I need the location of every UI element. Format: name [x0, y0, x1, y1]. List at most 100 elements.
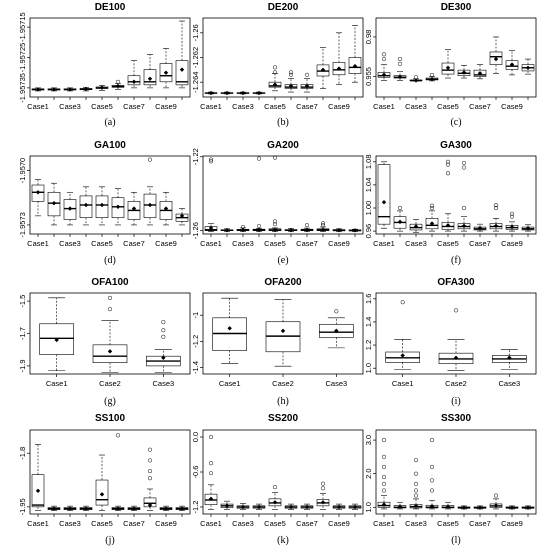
- box-3: [409, 75, 423, 83]
- outlier-point: [461, 160, 467, 165]
- mean-point: [224, 503, 230, 509]
- mean-point: [352, 504, 358, 510]
- y-tick-label: -1.95715: [18, 12, 27, 42]
- outlier-point: [208, 159, 214, 164]
- outlier-point: [304, 223, 310, 228]
- mean-point: [147, 76, 153, 81]
- box-5: [268, 155, 282, 232]
- x-tick-label: Case3: [325, 379, 347, 388]
- outlier-point: [381, 454, 387, 459]
- y-tick-label: 1.0: [364, 363, 373, 373]
- box-7: [300, 503, 314, 510]
- box-7: [127, 60, 141, 89]
- outlier-point: [445, 159, 451, 164]
- mean-point: [525, 65, 531, 70]
- x-tick-label: Case1: [200, 102, 222, 111]
- outlier-point: [147, 458, 153, 463]
- mean-point: [224, 90, 230, 96]
- box-1: [31, 443, 45, 511]
- mean-point: [179, 213, 185, 219]
- box-3: [409, 458, 423, 510]
- x-tick-label: Case3: [405, 239, 427, 248]
- mean-point: [67, 206, 73, 211]
- x-tick-label: Case5: [264, 102, 286, 111]
- mean-point: [67, 506, 73, 511]
- y-tick-label: -1.9: [18, 359, 27, 372]
- outlier-point: [453, 308, 459, 313]
- x-tick-label: Case2: [272, 379, 294, 388]
- box-2: [47, 182, 61, 226]
- box-10: [348, 25, 362, 83]
- chart-panel-6: GA300 0.96 1.00 1.04 1.08 Case1 Case3 Case5 Case…: [364, 140, 537, 266]
- mean-point: [227, 326, 232, 331]
- x-tick-label: Case9: [328, 239, 350, 248]
- x-tick-label: Case1: [373, 519, 395, 528]
- outlier-point: [445, 171, 451, 176]
- mean-point: [509, 505, 515, 510]
- panel-title: SS300: [441, 413, 471, 424]
- mean-point: [240, 227, 246, 233]
- mean-point: [477, 71, 483, 76]
- plot-frame: [375, 17, 537, 98]
- box-10: [521, 224, 535, 232]
- mean-point: [477, 226, 483, 231]
- x-tick-label: Case7: [469, 519, 491, 528]
- y-tick-label: 1.0: [364, 502, 373, 512]
- mean-point: [461, 505, 467, 510]
- mean-point: [507, 355, 512, 360]
- mean-point: [288, 504, 294, 510]
- box-3: [236, 224, 250, 233]
- box-9: [159, 48, 173, 89]
- outlier-point: [381, 57, 387, 62]
- mean-point: [336, 504, 342, 510]
- outlier-point: [493, 205, 499, 211]
- outlier-point: [429, 205, 435, 211]
- outlier-point: [493, 203, 499, 208]
- panel-title: GA300: [440, 140, 472, 151]
- mean-point: [147, 202, 153, 208]
- mean-point: [256, 227, 262, 233]
- chart-panel-5: GA200 -1.26 -1.22 Case1 Case3 Case5 Case7 Case9…: [191, 140, 364, 266]
- chart-panel-9: OFA300 1.0 1.2 1.4 1.6 Case1 Case2 Case3 (i): [364, 277, 537, 407]
- y-tick-label: -0.6: [191, 466, 200, 479]
- mean-point: [352, 228, 358, 233]
- mean-point: [429, 76, 435, 82]
- outlier-point: [461, 165, 467, 170]
- box-1: [377, 52, 391, 81]
- chart-panel-7: OFA100 -1.9 -1.7 -1.5 Case1 Case2 Case3 (g): [18, 277, 191, 407]
- mean-point: [35, 190, 41, 195]
- box-9: [332, 227, 346, 233]
- x-tick-label: Case1: [219, 379, 241, 388]
- box-1: [212, 297, 247, 364]
- mean-point: [453, 355, 459, 360]
- mean-point: [477, 505, 483, 510]
- box-2: [393, 205, 407, 232]
- outlier-point: [320, 221, 326, 226]
- mean-point: [461, 70, 467, 75]
- box-3: [63, 191, 77, 226]
- box-9: [332, 503, 346, 510]
- mean-point: [397, 74, 403, 79]
- outlier-point: [445, 162, 451, 167]
- outlier-point: [429, 72, 435, 77]
- x-tick-label: Case9: [501, 102, 523, 111]
- outlier-point: [115, 433, 121, 438]
- outlier-point: [256, 224, 262, 229]
- box-8: [316, 47, 330, 89]
- box-4: [425, 72, 439, 82]
- y-tick-label: -1.9570: [18, 158, 27, 183]
- outlier-point: [429, 203, 435, 208]
- box-7: [127, 505, 141, 511]
- plot-frame: [29, 17, 191, 98]
- box-4: [252, 156, 266, 233]
- x-tick-label: Case1: [200, 519, 222, 528]
- outlier-point: [493, 493, 499, 498]
- outlier-point: [161, 334, 166, 339]
- outlier-point: [429, 488, 435, 493]
- y-tick-label: 0.98: [364, 30, 373, 45]
- mean-point: [413, 78, 419, 83]
- outlier-point: [256, 156, 262, 161]
- mean-point: [493, 503, 499, 508]
- panel-caption: (i): [451, 396, 460, 407]
- panel-caption: (f): [451, 255, 461, 266]
